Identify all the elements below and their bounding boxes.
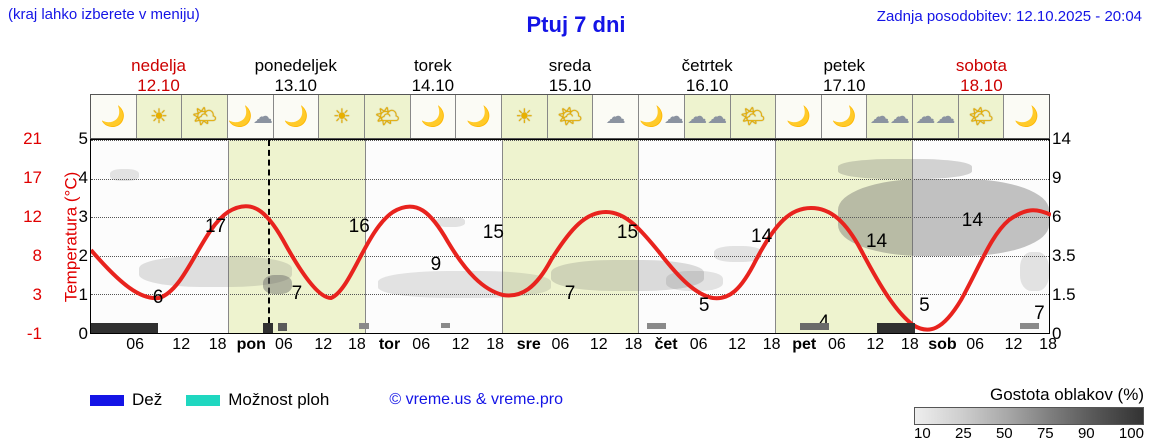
temp-label-peak-4: 15 <box>617 222 638 244</box>
temp-label-peak-7: 14 <box>962 210 983 232</box>
day-col-6: sobota 18.10 <box>913 56 1050 95</box>
temp-label-valley-6: 5 <box>919 295 930 317</box>
page-title: Ptuj 7 dni <box>0 12 1152 38</box>
day-col-2: torek 14.10 <box>364 56 501 95</box>
temp-label-peak-6: 14 <box>866 231 887 253</box>
day-col-1: ponedeljek 13.10 <box>227 56 364 95</box>
temp-label-mid-1: 9 <box>431 254 442 276</box>
dez-color-swatch <box>90 395 124 406</box>
day-col-3: sreda 15.10 <box>501 56 638 95</box>
day-col-4: četrtek 16.10 <box>639 56 776 95</box>
temp-label-valley-1: 6 <box>153 287 164 309</box>
temp-label-end: 7 <box>1034 303 1045 325</box>
temp-label-peak-1: 17 <box>205 216 226 238</box>
temp-label-valley-3: 7 <box>565 283 576 305</box>
legend-ploh: Možnost ploh <box>162 390 329 410</box>
cloud-density-ticks: 10 25 50 75 90 100 <box>914 425 1144 442</box>
copyright-link[interactable]: © vreme.us & vreme.pro <box>389 391 563 409</box>
weather-chart: 17 6 16 7 15 9 15 7 14 5 14 4 14 5 7 <box>90 139 1050 334</box>
temp-label-valley-4: 5 <box>699 295 710 317</box>
temp-label-peak-2: 16 <box>349 216 370 238</box>
temp-label-peak-5: 14 <box>751 226 772 248</box>
day-col-0: nedelja 12.10 <box>90 56 227 95</box>
rain-axis: Padavine (mm/h) 5 4 3 2 1 0 <box>0 139 90 334</box>
ploh-color-swatch <box>186 395 220 406</box>
temp-label-valley-2: 7 <box>292 283 303 305</box>
cloud-density-legend: Gostota oblakov (%) 10 25 50 75 90 100 <box>904 385 1144 442</box>
day-col-5: petek 17.10 <box>776 56 913 95</box>
temperature-curve-svg <box>91 140 1051 335</box>
days-header: nedelja 12.10 ponedeljek 13.10 torek 14.… <box>90 56 1050 95</box>
time-axis: 06 12 18 pon 06 12 18 tor 06 12 18 sre 0… <box>90 334 1050 364</box>
temp-label-peak-3: 15 <box>483 222 504 244</box>
cloud-height-axis: Višina oblakov (km) 14 9 6 3.5 1.5 0 <box>1050 139 1152 334</box>
legend-dez: Dež <box>90 390 162 410</box>
rain-intensity-bar <box>91 323 1049 333</box>
cloud-density-gradient <box>914 407 1144 425</box>
